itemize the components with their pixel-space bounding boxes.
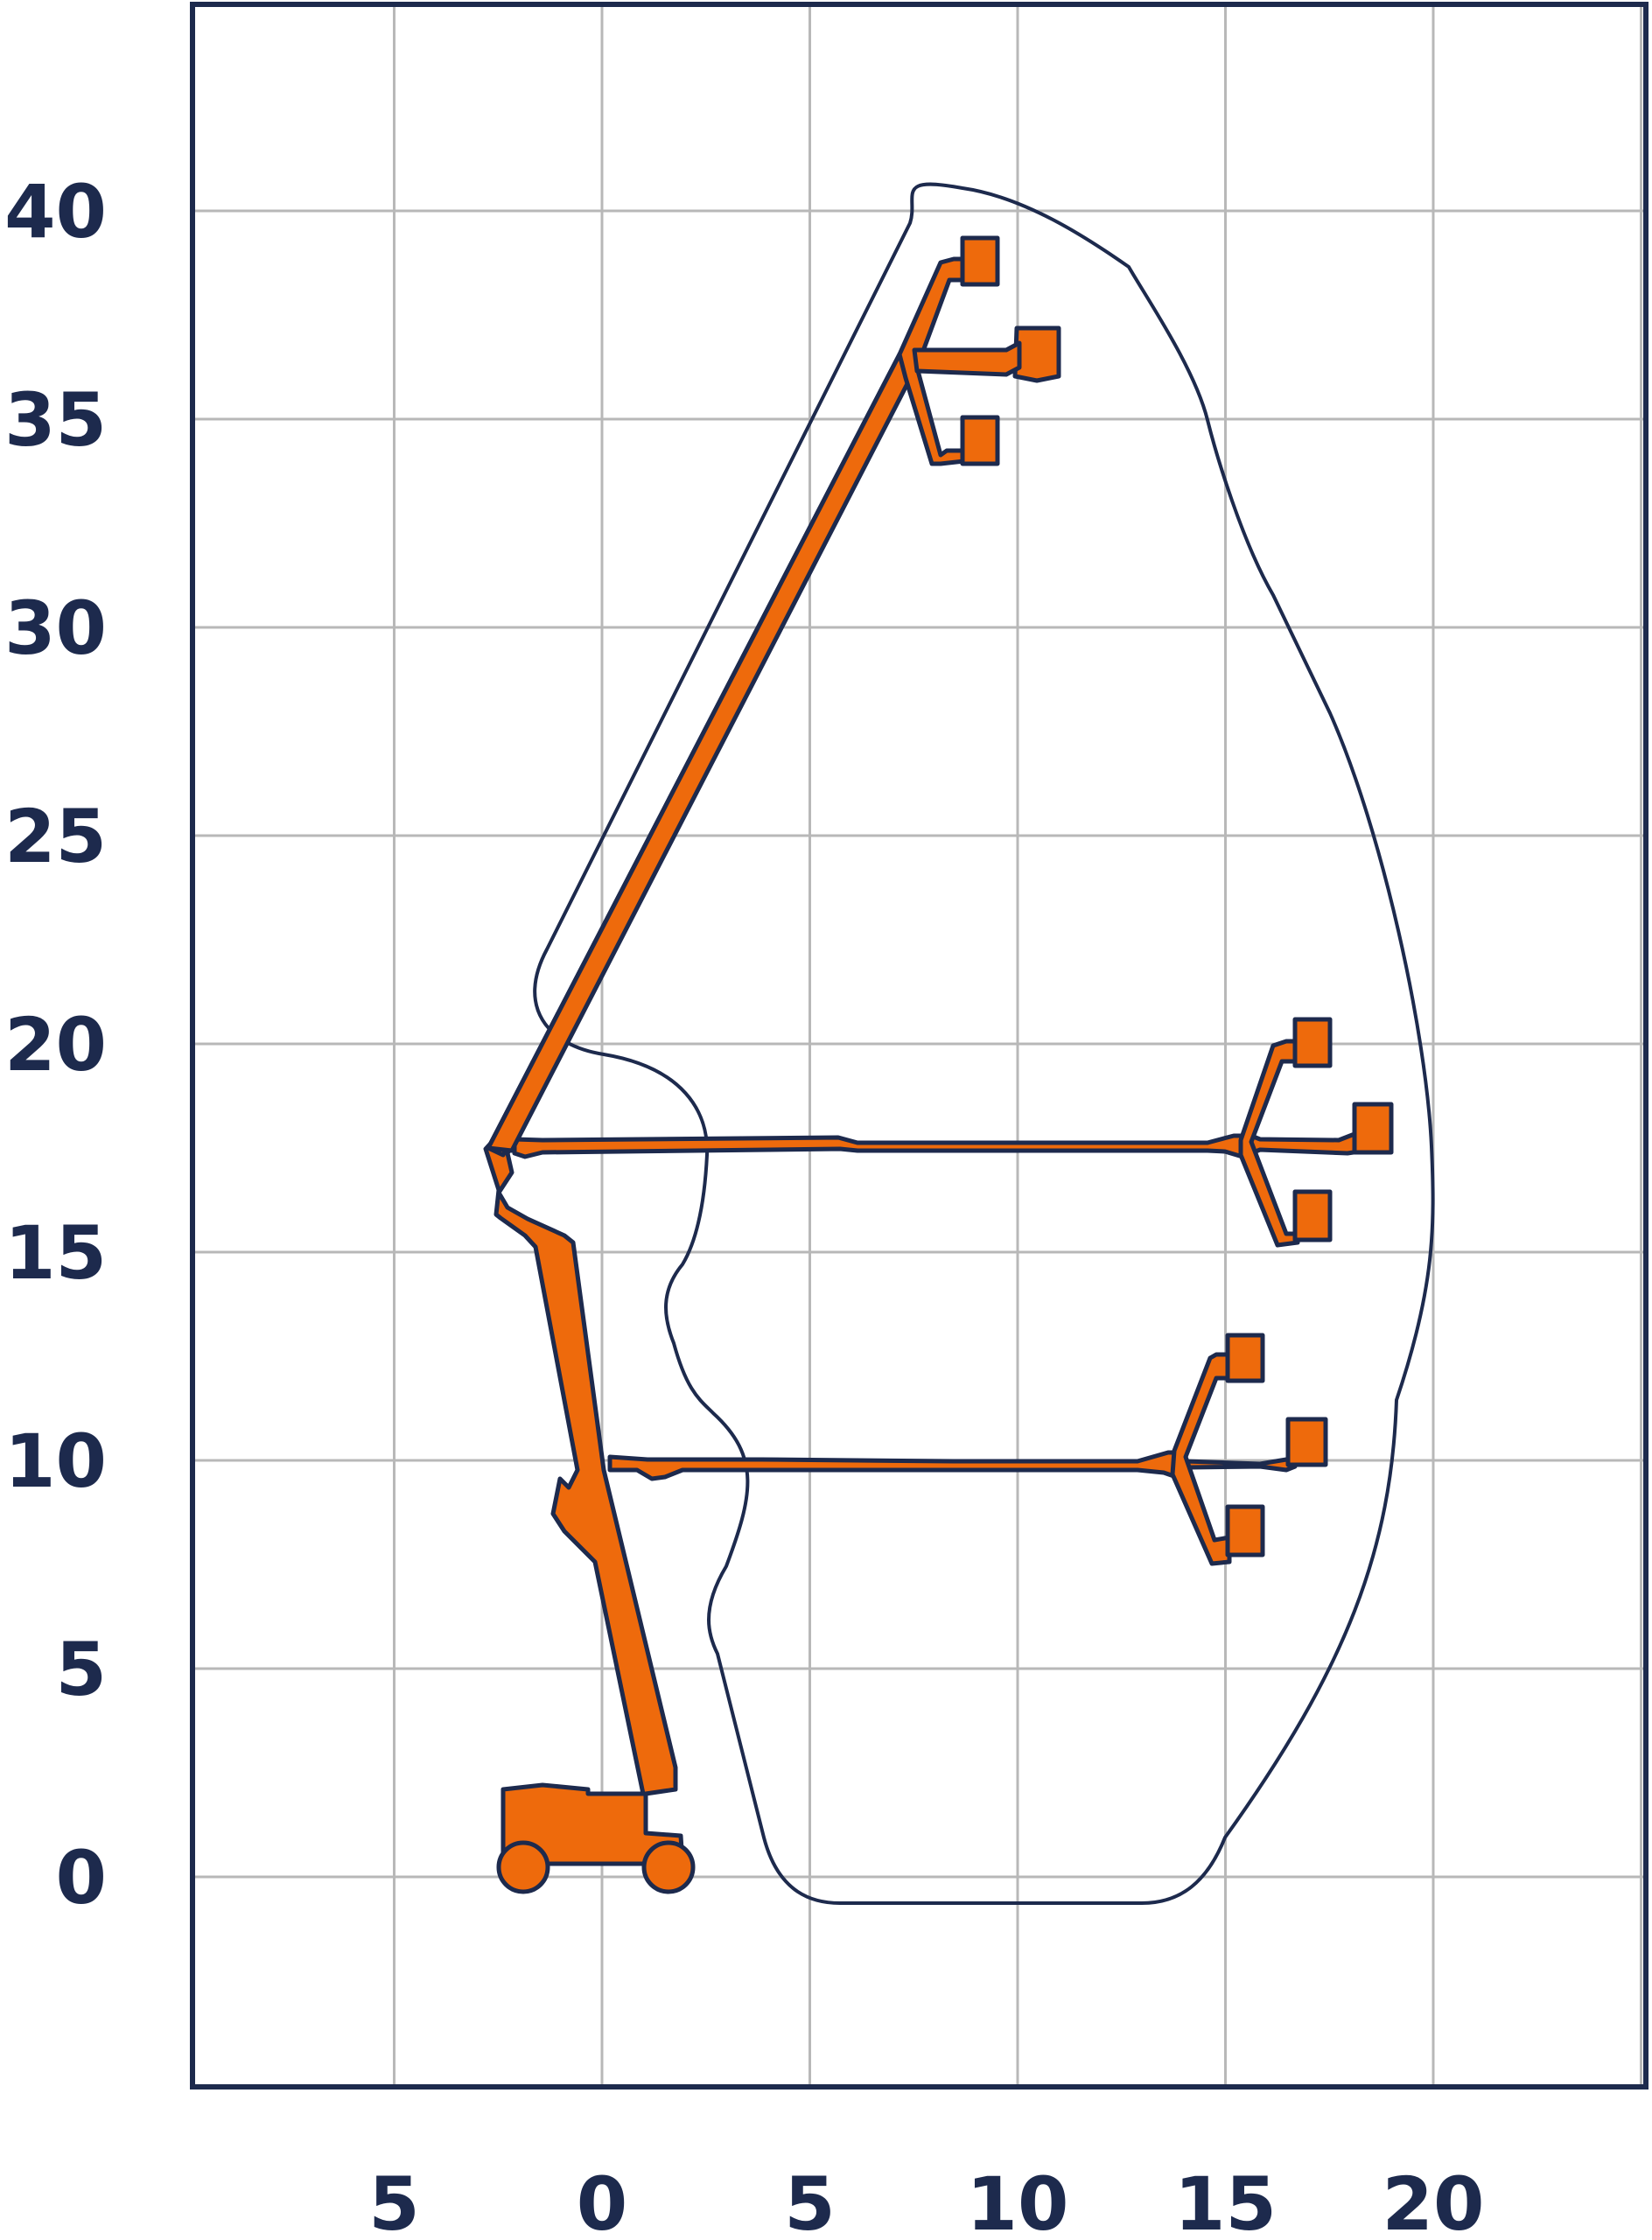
boom-mid-outreach: [607, 1450, 1298, 1481]
y-tick-label: 10: [4, 1418, 107, 1504]
basket-max-lower: [1292, 1189, 1333, 1242]
top-arm-center: [912, 340, 1022, 377]
mast: [483, 1137, 678, 1796]
x-tick-label: 15: [1174, 2161, 1277, 2240]
front-wheel: [641, 1840, 696, 1894]
y-tick-label: 15: [4, 1210, 107, 1296]
basket-max-center: [1352, 1102, 1394, 1155]
reach-envelope: [533, 182, 1435, 1905]
plot-frame: [190, 2, 1648, 2090]
rear-wheel: [496, 1840, 550, 1894]
y-tick-label: 5: [56, 1627, 107, 1712]
boom-max-outreach: [512, 1131, 1368, 1159]
basket-mid-upper: [1225, 1333, 1265, 1383]
x-tick-label: 20: [1382, 2161, 1485, 2240]
basket-top-lower: [960, 415, 1000, 466]
x-tick-label: 5: [784, 2161, 835, 2240]
basket-linkage-max: [1238, 1039, 1300, 1248]
chassis: [500, 1782, 685, 1866]
boom-max-height-upper: [486, 352, 917, 1153]
y-tick-label: 25: [4, 794, 107, 879]
x-axis-labels: 5 0 5 10 15 20: [368, 2161, 1484, 2240]
x-tick-label: 5: [368, 2161, 419, 2240]
x-tick-label: 0: [577, 2161, 627, 2240]
basket-mid-lower: [1225, 1504, 1265, 1558]
x-tick-label: 10: [967, 2161, 1069, 2240]
basket-linkage-top: [897, 256, 967, 466]
y-tick-label: 30: [4, 585, 107, 671]
machine-silhouette: [483, 235, 1394, 1894]
grid-lines: [192, 4, 1646, 2087]
y-tick-label: 35: [4, 377, 107, 463]
y-tick-label: 40: [4, 169, 107, 255]
y-tick-label: 0: [56, 1835, 107, 1921]
basket-top-upper: [960, 235, 1000, 287]
basket-max-upper: [1292, 1017, 1333, 1068]
y-axis-labels: 0 5 10 15 20 25 30 35 40: [4, 169, 107, 1921]
basket-mid-center: [1285, 1417, 1328, 1467]
y-tick-label: 20: [4, 1002, 107, 1088]
basket-linkage-mid: [1170, 1352, 1233, 1566]
